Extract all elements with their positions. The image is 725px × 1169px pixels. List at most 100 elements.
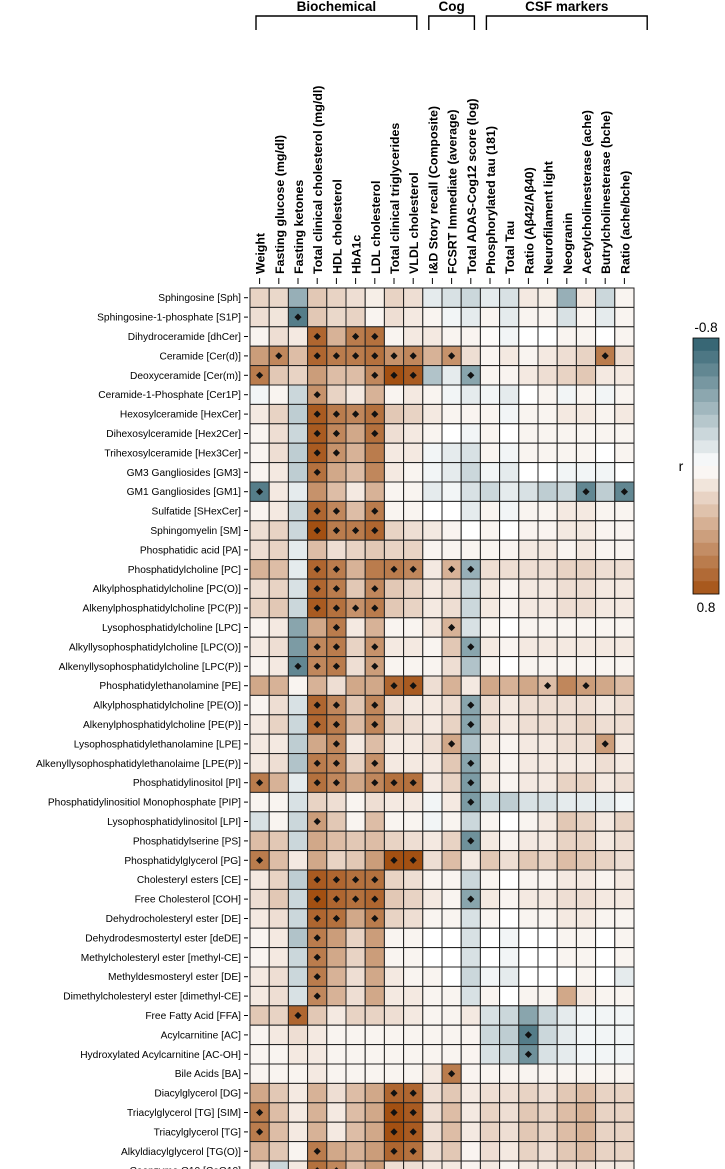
heatmap-cell xyxy=(422,1141,443,1162)
significance-diamond-icon xyxy=(371,429,379,438)
heatmap-cell xyxy=(422,500,443,522)
heatmap-cell xyxy=(403,1044,424,1065)
row-label: Sphingosine [Sph] xyxy=(158,293,241,304)
heatmap-cell xyxy=(441,869,462,890)
heatmap-cell xyxy=(345,1141,366,1162)
heatmap-cell xyxy=(422,985,443,1007)
heatmap-cell xyxy=(614,733,635,755)
heatmap-cell xyxy=(537,559,558,580)
heatmap-cell xyxy=(364,966,385,987)
heatmap-cell xyxy=(403,617,424,638)
heatmap-cell xyxy=(518,500,539,522)
row-label: Alkenyllysophosphatidylethanolaime [LPE(… xyxy=(36,759,241,770)
group-brackets: Biochemical Cog CSF markers xyxy=(255,0,648,30)
column-label: Ratio (ache/bche) xyxy=(618,171,632,274)
heatmap-cell xyxy=(249,326,270,347)
heatmap-cell xyxy=(556,714,577,735)
heatmap-cell xyxy=(268,753,289,774)
heatmap-cell xyxy=(383,966,405,987)
heatmap-cell xyxy=(268,1102,289,1123)
heatmap-cell xyxy=(345,733,366,755)
significance-diamond-icon xyxy=(332,759,340,767)
significance-diamond-icon xyxy=(332,526,340,535)
heatmap-cell xyxy=(441,888,462,910)
heatmap-cell xyxy=(383,442,405,464)
heatmap-cell xyxy=(479,947,501,968)
heatmap-cell xyxy=(518,985,539,1007)
heatmap-cell xyxy=(268,597,289,619)
heatmap-cell xyxy=(383,927,405,949)
heatmap-cell xyxy=(422,1044,443,1065)
heatmap-cell xyxy=(287,403,309,425)
heatmap-cell xyxy=(287,1082,309,1104)
heatmap-cell xyxy=(575,423,597,444)
heatmap-cell xyxy=(287,636,309,658)
heatmap-cell xyxy=(326,966,347,987)
heatmap-cell xyxy=(575,559,597,580)
heatmap-cell xyxy=(518,966,539,987)
heatmap-cell xyxy=(518,1102,539,1123)
heatmap-cell xyxy=(383,578,405,599)
heatmap-cell xyxy=(422,1005,443,1026)
heatmap-cell xyxy=(441,791,462,813)
heatmap-cell xyxy=(249,733,270,755)
heatmap-cell xyxy=(537,287,558,308)
heatmap-cell xyxy=(287,520,309,541)
heatmap-cell xyxy=(460,908,481,929)
heatmap-cell xyxy=(460,927,481,949)
heatmap-cell xyxy=(268,423,289,444)
heatmap-cell xyxy=(479,714,501,735)
heatmap-cell xyxy=(307,306,328,328)
heatmap-cell xyxy=(249,1082,270,1104)
heatmap-cell xyxy=(383,462,405,483)
heatmap-cell xyxy=(364,811,385,832)
heatmap-cell xyxy=(479,753,501,774)
row-label: Methylcholesteryl ester [methyl-CE] xyxy=(81,953,241,964)
heatmap-cell xyxy=(518,908,539,929)
significance-diamond-icon xyxy=(371,914,379,923)
significance-diamond-icon xyxy=(544,682,552,690)
heatmap-cell xyxy=(479,1102,501,1123)
heatmap-cell xyxy=(499,403,520,425)
significance-diamond-icon xyxy=(313,876,321,884)
colorbar-segment xyxy=(693,376,719,390)
heatmap-cell xyxy=(345,423,366,444)
column-label: Ratio (Aβ42/Aβ40) xyxy=(522,167,536,274)
heatmap-cell xyxy=(460,1044,481,1065)
row-label: Alkyldiacylglycerol [TG(O)] xyxy=(121,1147,241,1158)
heatmap-cell xyxy=(383,753,405,774)
heatmap-cell xyxy=(575,908,597,929)
heatmap-cell xyxy=(499,888,520,910)
heatmap-cell xyxy=(479,403,501,425)
heatmap-cells xyxy=(249,287,635,1169)
heatmap-cell xyxy=(383,888,405,910)
heatmap-cell xyxy=(460,1024,481,1046)
heatmap-cell xyxy=(441,1005,462,1026)
heatmap-cell xyxy=(441,520,462,541)
heatmap-cell xyxy=(460,520,481,541)
heatmap-cell xyxy=(479,423,501,444)
heatmap-cell xyxy=(595,365,616,386)
heatmap-cell xyxy=(422,559,443,580)
heatmap-cell xyxy=(364,1102,385,1123)
significance-diamond-icon xyxy=(313,332,321,341)
heatmap-cell xyxy=(249,462,270,483)
heatmap-cell xyxy=(537,1063,558,1084)
significance-diamond-icon xyxy=(371,643,379,651)
heatmap-cell xyxy=(383,985,405,1007)
heatmap-cell xyxy=(460,985,481,1007)
heatmap-cell xyxy=(403,888,424,910)
heatmap-cell xyxy=(307,481,328,502)
heatmap-cell xyxy=(383,326,405,347)
heatmap-cell xyxy=(345,1005,366,1026)
row-label: Free Fatty Acid [FFA] xyxy=(145,1011,241,1022)
colorbar-segment xyxy=(693,504,719,518)
heatmap-cell xyxy=(326,384,347,405)
heatmap-cell xyxy=(556,947,577,968)
heatmap-cell xyxy=(575,462,597,483)
heatmap-cell xyxy=(479,1024,501,1046)
heatmap-cell xyxy=(383,908,405,929)
significance-diamond-icon xyxy=(313,701,321,709)
heatmap-cell xyxy=(441,675,462,696)
heatmap-cell xyxy=(403,927,424,949)
